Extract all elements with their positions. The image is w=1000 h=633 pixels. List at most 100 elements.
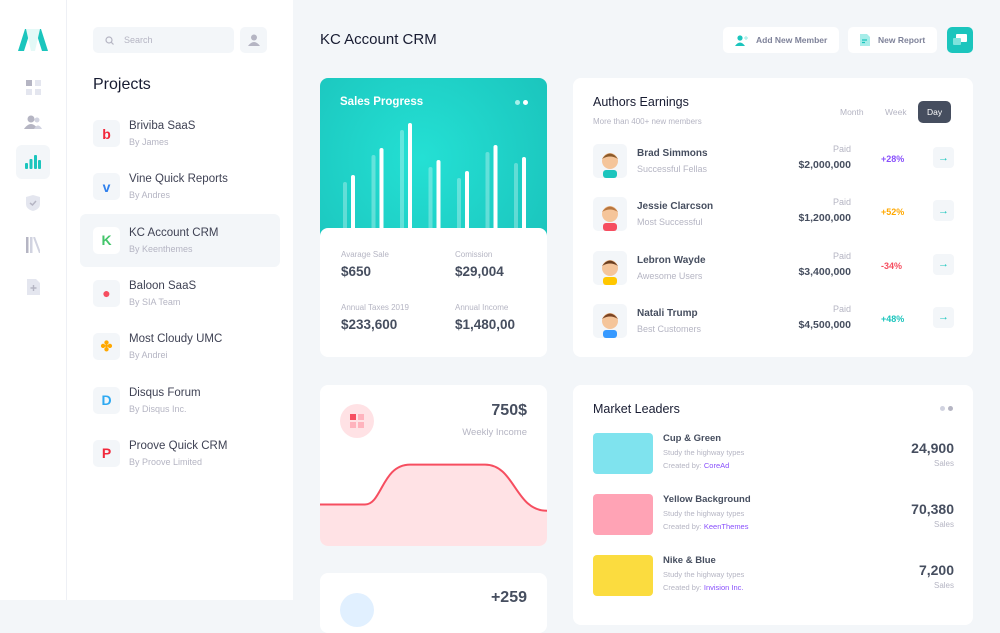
paid-label: Paid bbox=[832, 303, 851, 314]
bar bbox=[351, 175, 355, 238]
chat-icon bbox=[953, 34, 967, 45]
users-icon bbox=[24, 115, 42, 129]
weekly-income-card: 750$ Weekly Income bbox=[320, 385, 547, 546]
search-input[interactable]: Search bbox=[93, 27, 234, 53]
sales-bar-chart bbox=[343, 123, 526, 238]
paid-amount: $4,500,000 bbox=[798, 318, 851, 331]
rail-users[interactable] bbox=[16, 105, 50, 139]
project-logo-icon: D bbox=[93, 386, 120, 414]
rail-dashboard[interactable] bbox=[16, 70, 50, 104]
arrow-right-icon[interactable]: → bbox=[933, 200, 954, 222]
avatar bbox=[593, 250, 627, 285]
creator-link[interactable]: KeenThemes bbox=[703, 522, 749, 531]
market-row: Nike & Blue Study the highway types Crea… bbox=[593, 555, 954, 597]
avatar bbox=[593, 303, 627, 338]
user-icon bbox=[247, 34, 260, 46]
sales-progress-card: Sales Progress Avarage Sale $650 Comissio… bbox=[320, 78, 547, 357]
rail-library[interactable] bbox=[16, 228, 50, 262]
project-owner: By Andrei bbox=[129, 350, 168, 361]
project-item[interactable]: v Vine Quick Reports By Andres bbox=[80, 160, 280, 213]
tab-week[interactable]: Week bbox=[885, 107, 907, 117]
project-logo-icon: ● bbox=[93, 279, 120, 307]
project-name: Briviba SaaS bbox=[129, 120, 196, 132]
author-desc: Awesome Users bbox=[637, 270, 703, 281]
product-creator: Created by: Invision Inc. bbox=[663, 583, 744, 592]
stat-card-icon bbox=[340, 593, 374, 627]
project-item[interactable]: ✤ Most Cloudy UMC By Andrei bbox=[80, 320, 280, 373]
author-desc: Successful Fellas bbox=[637, 164, 708, 174]
more-menu-icon[interactable] bbox=[515, 100, 528, 105]
product-name[interactable]: Yellow Background bbox=[663, 494, 751, 505]
stat-annual-taxes: Annual Taxes 2019 $233,600 bbox=[341, 303, 409, 332]
add-member-button[interactable]: Add New Member bbox=[723, 27, 840, 53]
arrow-right-icon[interactable]: → bbox=[933, 253, 954, 275]
new-report-label: New Report bbox=[878, 35, 926, 45]
page-title: KC Account CRM bbox=[320, 31, 437, 48]
rail-security[interactable] bbox=[16, 186, 50, 220]
bar-faded bbox=[371, 155, 376, 238]
tab-day[interactable]: Day bbox=[918, 101, 952, 123]
paid-label: Paid bbox=[832, 250, 851, 261]
paid-amount: $1,200,000 bbox=[798, 212, 851, 225]
author-name: Lebron Wayde bbox=[637, 254, 706, 266]
author-name: Natali Trump bbox=[637, 307, 698, 319]
creator-link[interactable]: Invision Inc. bbox=[703, 583, 744, 592]
paid-label: Paid bbox=[832, 144, 851, 154]
bar-faded bbox=[343, 182, 347, 238]
bar-faded bbox=[428, 167, 433, 238]
arrow-right-icon[interactable]: → bbox=[933, 306, 954, 328]
stat-average-sale: Avarage Sale $650 bbox=[341, 250, 389, 279]
project-owner: By Andres bbox=[129, 190, 171, 201]
product-thumbnail[interactable] bbox=[593, 555, 653, 596]
product-desc: Study the highway types bbox=[663, 570, 745, 579]
project-logo-icon: P bbox=[93, 439, 120, 467]
project-name: Baloon SaaS bbox=[129, 279, 197, 292]
user-button[interactable] bbox=[240, 27, 267, 53]
market-leaders-card: Market Leaders Cup & Green Study the hig… bbox=[573, 385, 973, 625]
document-icon bbox=[860, 34, 870, 46]
search-icon bbox=[105, 35, 114, 45]
sales-value: 24,900 bbox=[911, 440, 954, 456]
author-row: Lebron Wayde Awesome Users Paid $3,400,0… bbox=[593, 250, 954, 287]
logo[interactable] bbox=[18, 29, 48, 51]
change-percent: -34% bbox=[881, 260, 903, 271]
icon-rail bbox=[0, 0, 67, 600]
project-owner: By James bbox=[129, 137, 169, 147]
product-name[interactable]: Nike & Blue bbox=[663, 555, 716, 566]
project-item[interactable]: P Proove Quick CRM By Proove Limited bbox=[80, 427, 280, 480]
rail-new-file[interactable] bbox=[16, 270, 50, 304]
project-item[interactable]: ● Baloon SaaS By SIA Team bbox=[80, 267, 280, 320]
grid-icon bbox=[350, 414, 364, 428]
new-report-button[interactable]: New Report bbox=[848, 27, 938, 53]
stat-card: +259 bbox=[320, 573, 547, 633]
project-item[interactable]: b Briviba SaaS By James bbox=[80, 107, 280, 160]
arrow-right-icon[interactable]: → bbox=[933, 147, 954, 168]
dashboard-icon bbox=[25, 79, 41, 95]
project-item[interactable]: K KC Account CRM By Keenthemes bbox=[80, 213, 280, 267]
rail-analytics[interactable] bbox=[16, 145, 50, 179]
market-title: Market Leaders bbox=[593, 402, 680, 416]
project-logo-icon: v bbox=[93, 173, 120, 201]
paid-amount: $3,400,000 bbox=[798, 265, 851, 278]
author-row: Jessie Clarcson Most Successful Paid $1,… bbox=[593, 197, 954, 233]
project-logo-icon: K bbox=[93, 226, 120, 254]
product-name[interactable]: Cup & Green bbox=[663, 433, 722, 444]
tab-month[interactable]: Month bbox=[840, 107, 864, 117]
weekly-value: 750$ bbox=[491, 402, 527, 419]
product-thumbnail[interactable] bbox=[593, 494, 653, 535]
product-thumbnail[interactable] bbox=[593, 433, 653, 474]
stat-annual-income: Annual Income $1,480,00 bbox=[455, 303, 516, 332]
stat-card-value: +259 bbox=[490, 589, 527, 606]
add-member-label: Add New Member bbox=[756, 35, 828, 45]
sales-title: Sales Progress bbox=[340, 96, 424, 108]
change-percent: +52% bbox=[881, 207, 905, 218]
paid-amount: $2,000,000 bbox=[798, 159, 851, 171]
chat-button[interactable] bbox=[947, 27, 973, 53]
more-menu-icon[interactable] bbox=[940, 406, 953, 411]
bar bbox=[379, 148, 384, 238]
project-item[interactable]: D Disqus Forum By Disqus Inc. bbox=[80, 374, 280, 427]
creator-link[interactable]: CoreAd bbox=[703, 461, 730, 470]
project-name: Proove Quick CRM bbox=[129, 439, 228, 452]
author-name: Jessie Clarcson bbox=[637, 201, 714, 213]
paid-label: Paid bbox=[832, 197, 851, 208]
